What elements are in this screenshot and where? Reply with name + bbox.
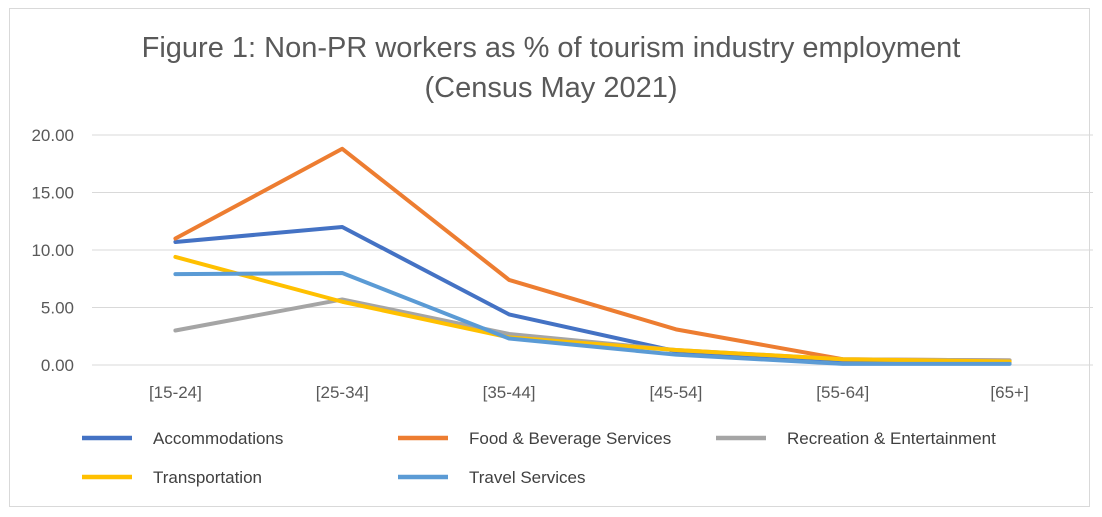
y-axis-tick-labels: 0.00 5.00 10.00 15.00 20.00 [31,126,74,375]
legend-label: Transportation [153,468,262,487]
chart-title-line-1: Figure 1: Non-PR workers as % of tourism… [141,32,961,64]
y-tick-label: 10.00 [31,241,74,260]
series-lines [173,146,1012,366]
x-tick-label: [55-64] [816,383,869,402]
legend-label: Accommodations [153,429,283,448]
x-tick-label: [15-24] [149,383,202,402]
legend-label: Food & Beverage Services [469,429,671,448]
gridlines [92,134,1093,366]
x-tick-label: [25-34] [316,383,369,402]
y-tick-label: 15.00 [31,184,74,203]
chart-frame [9,8,1090,507]
x-axis-tick-labels: [15-24] [25-34] [35-44] [45-54] [55-64] [65+] [149,383,1029,402]
series-line [173,146,1012,363]
series-line [173,254,1012,364]
x-tick-label: [45-54] [649,383,702,402]
y-tick-label: 5.00 [41,299,74,318]
x-tick-label: [65+] [990,383,1028,402]
legend: Accommodations Food & Beverage Services Re… [82,429,996,487]
y-tick-label: 20.00 [31,126,74,145]
legend-label: Recreation & Entertainment [787,429,996,448]
chart-title-line-2: (Census May 2021) [424,72,678,104]
series-line [173,271,1012,366]
chart-title: Figure 1: Non-PR workers as % of tourism… [0,28,1102,108]
series-line [173,297,1012,363]
legend-label: Travel Services [469,468,586,487]
y-tick-label: 0.00 [41,356,74,375]
x-tick-label: [35-44] [483,383,536,402]
series-line [173,225,1012,365]
